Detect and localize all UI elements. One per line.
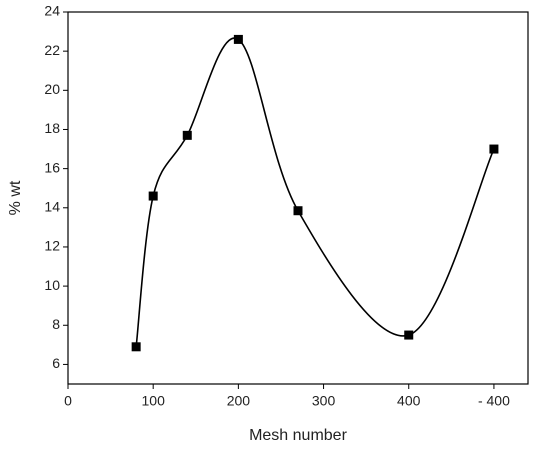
y-tick-label: 24 xyxy=(44,3,60,19)
data-point xyxy=(293,206,303,216)
y-tick-label: 8 xyxy=(52,316,60,332)
y-tick-label: 12 xyxy=(44,238,60,254)
x-tick-label: 300 xyxy=(312,393,336,409)
y-tick-label: 10 xyxy=(44,277,60,293)
data-point xyxy=(233,34,243,44)
y-tick-label: 16 xyxy=(44,159,60,175)
data-point xyxy=(182,130,192,140)
data-point xyxy=(131,342,141,352)
x-tick-label: 200 xyxy=(227,393,251,409)
data-point xyxy=(489,144,499,154)
y-tick-label: 22 xyxy=(44,42,60,58)
y-tick-label: 14 xyxy=(44,198,60,214)
x-axis-label: Mesh number xyxy=(249,427,347,444)
y-tick-label: 18 xyxy=(44,120,60,136)
data-point xyxy=(148,191,158,201)
x-tick-label: 0 xyxy=(64,393,72,409)
data-point xyxy=(404,330,414,340)
x-tick-label: - 400 xyxy=(478,393,510,409)
plot-frame xyxy=(67,11,529,385)
y-tick-label: 6 xyxy=(52,355,60,371)
y-axis-label: % wt xyxy=(7,180,24,215)
x-tick-label: 400 xyxy=(397,393,421,409)
y-tick-label: 20 xyxy=(44,81,60,97)
series-line xyxy=(135,37,495,347)
x-tick-label: 100 xyxy=(142,393,166,409)
